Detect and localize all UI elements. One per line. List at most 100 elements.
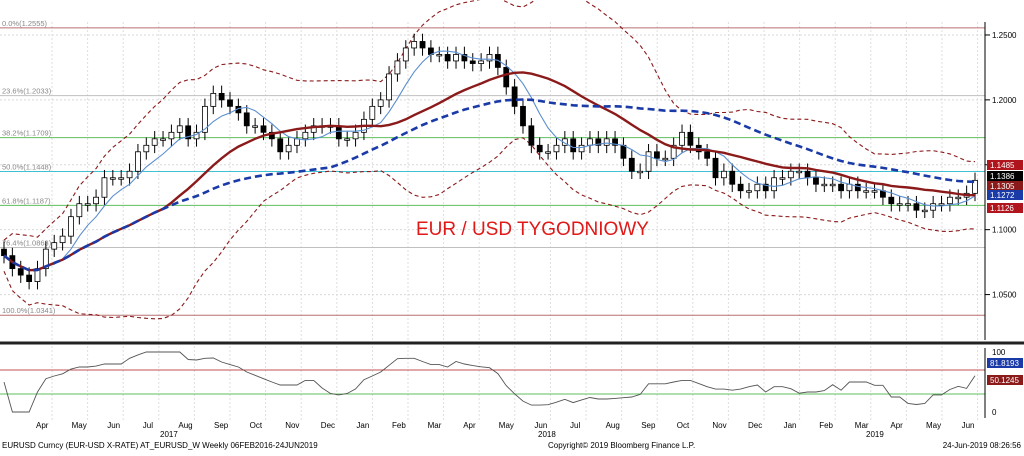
month-label: Jun	[534, 421, 547, 430]
candle-body	[335, 125, 342, 140]
candle-body	[955, 196, 962, 200]
candle-body	[486, 54, 493, 62]
candle-body	[654, 151, 660, 159]
month-label: Nov	[285, 421, 299, 430]
candle-body	[294, 138, 300, 146]
candle-body	[369, 105, 376, 120]
candle-body	[645, 151, 652, 172]
month-label: Jun	[962, 421, 975, 430]
candle-body	[93, 196, 99, 205]
candle-body	[302, 131, 309, 140]
rsi-line	[3, 351, 976, 413]
candle-body	[469, 60, 476, 64]
fibonacci-label: 61.8%(1.1187)	[2, 196, 51, 205]
month-label: May	[499, 421, 514, 430]
candle-body	[503, 67, 510, 88]
candle-body	[277, 138, 284, 153]
month-label: Apr	[36, 421, 49, 430]
candle-body	[310, 125, 317, 133]
candle-body	[913, 203, 920, 211]
month-label: Aug	[606, 421, 620, 430]
rsi-tag-label: 81.8193	[990, 359, 1019, 368]
candle-body	[813, 177, 819, 185]
bollinger-bands	[3, 0, 976, 320]
sma-slow	[3, 98, 976, 272]
candle-body	[17, 268, 24, 276]
candle-body	[285, 144, 292, 153]
price-tick-label: 1.0500	[992, 291, 1017, 300]
price-tag-bg	[987, 171, 1023, 181]
chart-title: EUR / USD TYGODNIOWY	[416, 219, 649, 240]
footer-center: Copyright© 2019 Bloomberg Finance L.P.	[548, 441, 695, 450]
price-tag-bg	[987, 190, 1023, 200]
rsi-tick-label: 0	[992, 408, 997, 417]
candle-body	[402, 47, 409, 62]
candle-body	[168, 131, 175, 140]
price-tag-label: 1.1126	[990, 204, 1014, 213]
price-tag-label: 1.1272	[990, 191, 1015, 200]
month-label: Jul	[143, 421, 153, 430]
candle-body	[227, 99, 233, 107]
candle-body	[938, 203, 945, 206]
year-label: 2019	[866, 430, 884, 439]
candle-body	[545, 151, 551, 154]
candle-body	[268, 131, 275, 140]
month-label: May	[926, 421, 941, 430]
candle-body	[252, 125, 259, 128]
fibonacci-label: 76.4%(1.0863)	[2, 238, 52, 247]
candle-body	[51, 242, 58, 250]
candle-body	[394, 60, 401, 75]
candle-body	[871, 190, 878, 193]
candle-body	[377, 99, 384, 107]
candle-body	[84, 203, 91, 206]
month-label: Jun	[107, 421, 120, 430]
candle-body	[151, 138, 158, 146]
price-tag-bg	[987, 160, 1023, 170]
candle-body	[59, 235, 66, 244]
month-label: Dec	[748, 421, 762, 430]
fibonacci-label: 50.0%(1.1448)	[2, 163, 52, 172]
candle-body	[838, 183, 844, 192]
candle-body	[771, 177, 778, 192]
month-label: Jan	[356, 421, 369, 430]
candle-body	[511, 86, 518, 107]
candle-body	[712, 157, 719, 179]
candle-body	[352, 131, 359, 140]
candle-body	[888, 196, 895, 205]
fibonacci-label: 0.0%(1.2555)	[2, 19, 48, 28]
candle-body	[26, 274, 33, 282]
price-tag-label: 1.1485	[990, 161, 1015, 170]
candle-body	[135, 151, 141, 172]
month-label: Aug	[178, 421, 192, 430]
candle-body	[243, 112, 250, 127]
month-label: Mar	[428, 421, 442, 430]
price-tag-bg	[987, 203, 1023, 213]
month-label: May	[72, 421, 87, 430]
year-label: 2018	[538, 430, 556, 439]
candle-body	[821, 183, 828, 187]
candle-body	[101, 177, 108, 198]
candle-body	[520, 105, 526, 127]
footer-left: EURUSD Curncy (EUR-USD X-RATE) AT_EURUSD…	[2, 441, 318, 450]
candle-body	[536, 144, 543, 153]
candle-body	[185, 125, 192, 140]
candle-body	[720, 170, 727, 179]
month-label: Oct	[677, 421, 690, 430]
month-label: Feb	[819, 421, 833, 430]
month-label: Sep	[214, 421, 229, 430]
candle-body	[494, 54, 501, 68]
candle-body	[829, 183, 836, 187]
month-label: Jul	[570, 421, 580, 430]
candle-body	[595, 138, 602, 146]
candle-body	[796, 170, 803, 174]
candle-body	[804, 170, 811, 179]
candle-body	[762, 183, 769, 192]
rsi-tag-label: 50.1245	[990, 376, 1019, 385]
candle-body	[746, 190, 752, 193]
candle-body	[921, 209, 928, 213]
candle-body	[453, 54, 459, 62]
candle-body	[126, 170, 133, 179]
candle-body	[553, 144, 560, 153]
